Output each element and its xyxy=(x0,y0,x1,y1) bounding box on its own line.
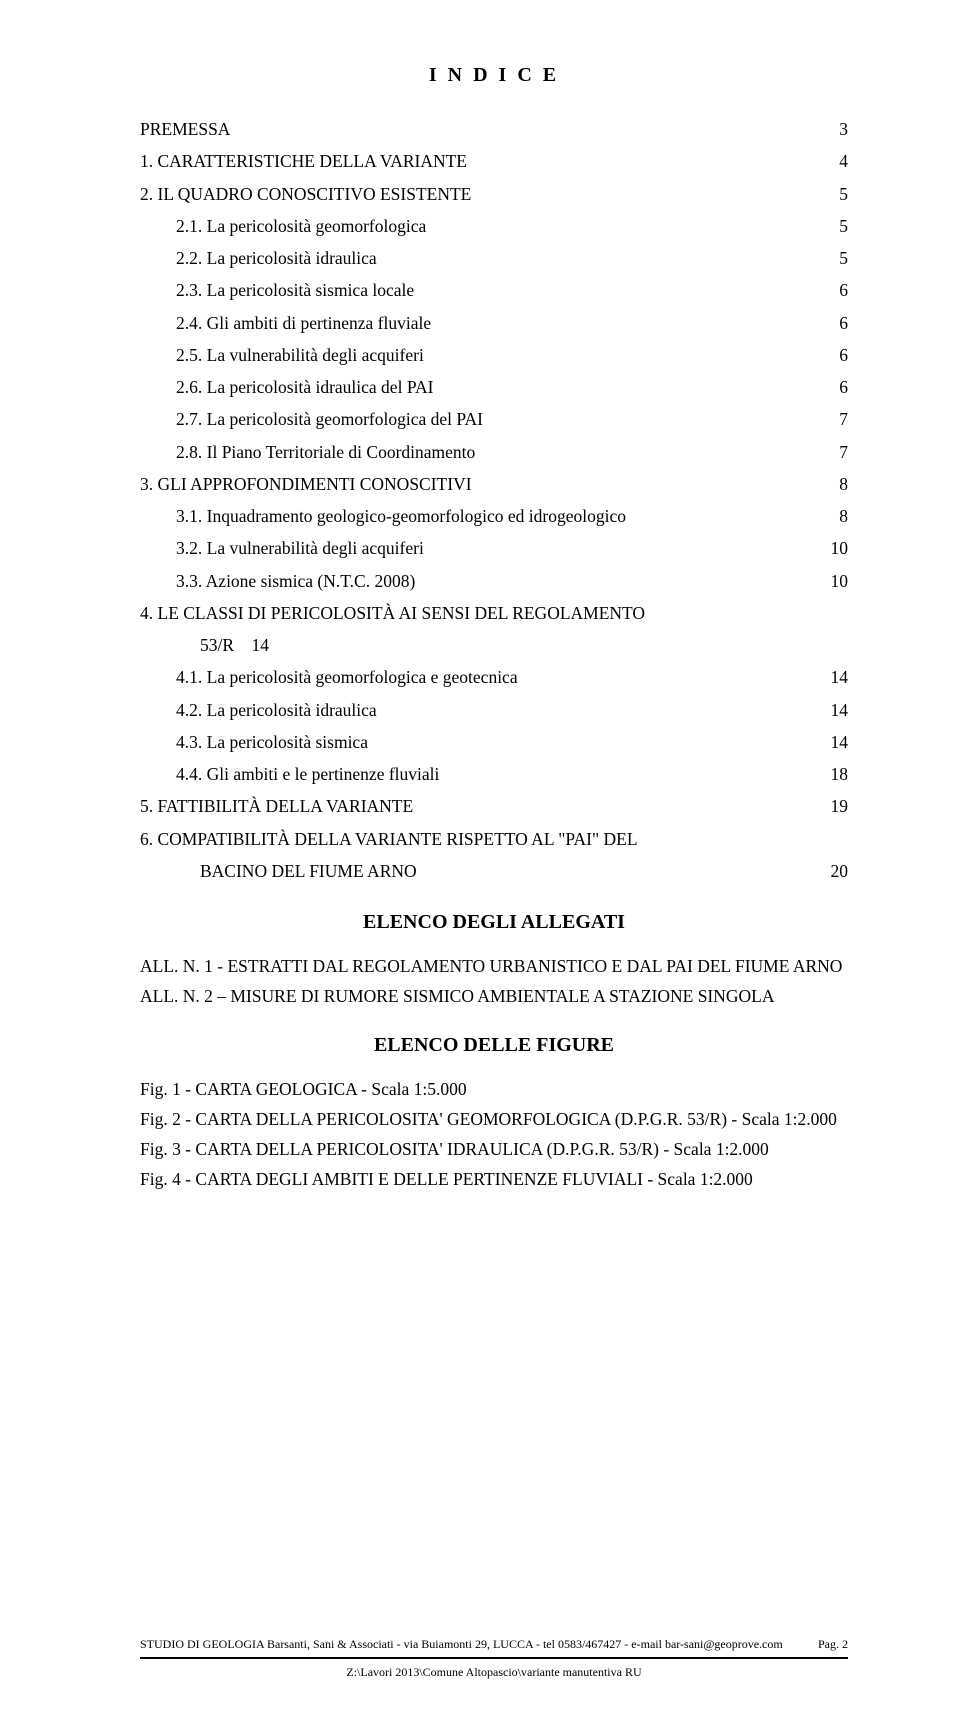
toc-entry: 4. LE CLASSI DI PERICOLOSITÀ AI SENSI DE… xyxy=(140,597,848,629)
toc-entry: 2.8. Il Piano Territoriale di Coordiname… xyxy=(140,436,848,468)
toc-entry: 4.3. La pericolosità sismica 14 xyxy=(140,726,848,758)
toc-label: 2.8. Il Piano Territoriale di Coordiname… xyxy=(176,439,475,465)
toc-entry-wrap: 53/R 14 xyxy=(140,629,848,661)
toc-page-number: 6 xyxy=(837,277,848,303)
toc-page-number: 5 xyxy=(837,245,848,271)
toc-label: 4.1. La pericolosità geomorfologica e ge… xyxy=(176,664,518,690)
toc-entry: 2.6. La pericolosità idraulica del PAI 6 xyxy=(140,371,848,403)
figure-item: Fig. 4 - CARTA DEGLI AMBITI E DELLE PERT… xyxy=(140,1165,848,1193)
toc-label: 3.2. La vulnerabilità degli acquiferi xyxy=(176,535,424,561)
figure-title: ELENCO DELLE FIGURE xyxy=(140,1034,848,1057)
toc-label: 2.3. La pericolosità sismica locale xyxy=(176,277,414,303)
toc-page-number: 5 xyxy=(837,181,848,207)
table-of-contents: PREMESSA 3 1. CARATTERISTICHE DELLA VARIAN… xyxy=(140,113,848,887)
toc-label: 2.6. La pericolosità idraulica del PAI xyxy=(176,374,433,400)
footer-line-1: STUDIO DI GEOLOGIA Barsanti, Sani & Asso… xyxy=(140,1637,848,1654)
page-title: I N D I C E xyxy=(140,64,848,87)
toc-page-number: 6 xyxy=(837,310,848,336)
toc-label: 2.5. La vulnerabilità degli acquiferi xyxy=(176,342,424,368)
toc-page-number: 6 xyxy=(837,374,848,400)
toc-page-number: 10 xyxy=(829,568,849,594)
toc-label: 2.7. La pericolosità geomorfologica del … xyxy=(176,406,483,432)
toc-label: PREMESSA xyxy=(140,116,230,142)
page: I N D I C E PREMESSA 3 1. CARATTERISTICHE … xyxy=(0,0,960,1730)
toc-entry: 2.7. La pericolosità geomorfologica del … xyxy=(140,403,848,435)
toc-page-number: 14 xyxy=(829,729,849,755)
toc-page-number: 14 xyxy=(829,697,849,723)
page-footer: STUDIO DI GEOLOGIA Barsanti, Sani & Asso… xyxy=(140,1637,848,1680)
allegati-list: ALL. N. 1 - ESTRATTI DAL REGOLAMENTO URB… xyxy=(140,952,848,1010)
toc-entry: 5. FATTIBILITÀ DELLA VARIANTE 19 xyxy=(140,790,848,822)
toc-label: 2. IL QUADRO CONOSCITIVO ESISTENTE xyxy=(140,181,471,207)
toc-label: 2.4. Gli ambiti di pertinenza fluviale xyxy=(176,310,431,336)
toc-page-number: 20 xyxy=(829,858,849,884)
toc-label: 3. GLI APPROFONDIMENTI CONOSCITIVI xyxy=(140,471,472,497)
toc-entry: 2.5. La vulnerabilità degli acquiferi 6 xyxy=(140,339,848,371)
toc-page-number: 19 xyxy=(829,793,849,819)
figure-item: Fig. 1 - CARTA GEOLOGICA - Scala 1:5.000 xyxy=(140,1075,848,1103)
footer-right: Pag. 2 xyxy=(818,1637,848,1652)
toc-label: 4. LE CLASSI DI PERICOLOSITÀ AI SENSI DE… xyxy=(140,600,645,626)
toc-entry: 3.2. La vulnerabilità degli acquiferi 10 xyxy=(140,532,848,564)
allegati-title: ELENCO DEGLI ALLEGATI xyxy=(140,911,848,934)
toc-label: 4.3. La pericolosità sismica xyxy=(176,729,368,755)
toc-label: 3.1. Inquadramento geologico-geomorfolog… xyxy=(176,503,626,529)
toc-entry: 4.4. Gli ambiti e le pertinenze fluviali… xyxy=(140,758,848,790)
toc-entry: 2.1. La pericolosità geomorfologica 5 xyxy=(140,210,848,242)
toc-entry: 2. IL QUADRO CONOSCITIVO ESISTENTE 5 xyxy=(140,178,848,210)
toc-entry: 3.1. Inquadramento geologico-geomorfolog… xyxy=(140,500,848,532)
toc-entry: 4.2. La pericolosità idraulica 14 xyxy=(140,694,848,726)
toc-label: 4.2. La pericolosità idraulica xyxy=(176,697,377,723)
toc-label: 5. FATTIBILITÀ DELLA VARIANTE xyxy=(140,793,413,819)
toc-entry: 3.3. Azione sismica (N.T.C. 2008) 10 xyxy=(140,565,848,597)
toc-entry: 2.2. La pericolosità idraulica 5 xyxy=(140,242,848,274)
toc-entry: PREMESSA 3 xyxy=(140,113,848,145)
toc-label: 3.3. Azione sismica (N.T.C. 2008) xyxy=(176,568,415,594)
toc-label: 6. COMPATIBILITÀ DELLA VARIANTE RISPETTO… xyxy=(140,826,638,852)
allegato-item: ALL. N. 1 - ESTRATTI DAL REGOLAMENTO URB… xyxy=(140,952,848,980)
toc-page-number: 10 xyxy=(829,535,849,561)
toc-page-number: 4 xyxy=(837,148,848,174)
toc-label: 1. CARATTERISTICHE DELLA VARIANTE xyxy=(140,148,467,174)
footer-rule xyxy=(140,1657,848,1659)
figure-item: Fig. 2 - CARTA DELLA PERICOLOSITA' GEOMO… xyxy=(140,1105,848,1133)
toc-entry: 2.4. Gli ambiti di pertinenza fluviale 6 xyxy=(140,307,848,339)
toc-label: 4.4. Gli ambiti e le pertinenze fluviali xyxy=(176,761,439,787)
toc-wrap-label: BACINO DEL FIUME ARNO xyxy=(200,858,417,884)
toc-entry: 2.3. La pericolosità sismica locale 6 xyxy=(140,274,848,306)
toc-page-number: 5 xyxy=(837,213,848,239)
toc-page-number: 3 xyxy=(837,116,848,142)
toc-page-number: 6 xyxy=(837,342,848,368)
figure-list: Fig. 1 - CARTA GEOLOGICA - Scala 1:5.000… xyxy=(140,1075,848,1193)
figure-item: Fig. 3 - CARTA DELLA PERICOLOSITA' IDRAU… xyxy=(140,1135,848,1163)
toc-entry: 1. CARATTERISTICHE DELLA VARIANTE 4 xyxy=(140,145,848,177)
footer-left: STUDIO DI GEOLOGIA Barsanti, Sani & Asso… xyxy=(140,1637,783,1652)
toc-page-number: 14 xyxy=(829,664,849,690)
toc-page-number: 7 xyxy=(837,406,848,432)
toc-entry: 3. GLI APPROFONDIMENTI CONOSCITIVI 8 xyxy=(140,468,848,500)
footer-line-2: Z:\Lavori 2013\Comune Altopascio\variant… xyxy=(140,1665,848,1680)
toc-label: 2.1. La pericolosità geomorfologica xyxy=(176,213,426,239)
toc-entry: 4.1. La pericolosità geomorfologica e ge… xyxy=(140,661,848,693)
toc-entry: 6. COMPATIBILITÀ DELLA VARIANTE RISPETTO… xyxy=(140,823,848,855)
toc-page-number: 7 xyxy=(837,439,848,465)
toc-entry-wrap: BACINO DEL FIUME ARNO 20 xyxy=(140,855,848,887)
toc-page-number: 8 xyxy=(837,503,848,529)
toc-page-number: 8 xyxy=(837,471,848,497)
toc-label: 2.2. La pericolosità idraulica xyxy=(176,245,377,271)
toc-wrap-line: 53/R 14 xyxy=(200,632,269,658)
toc-page-number: 18 xyxy=(829,761,849,787)
allegato-item: ALL. N. 2 – MISURE DI RUMORE SISMICO AMB… xyxy=(140,982,848,1010)
